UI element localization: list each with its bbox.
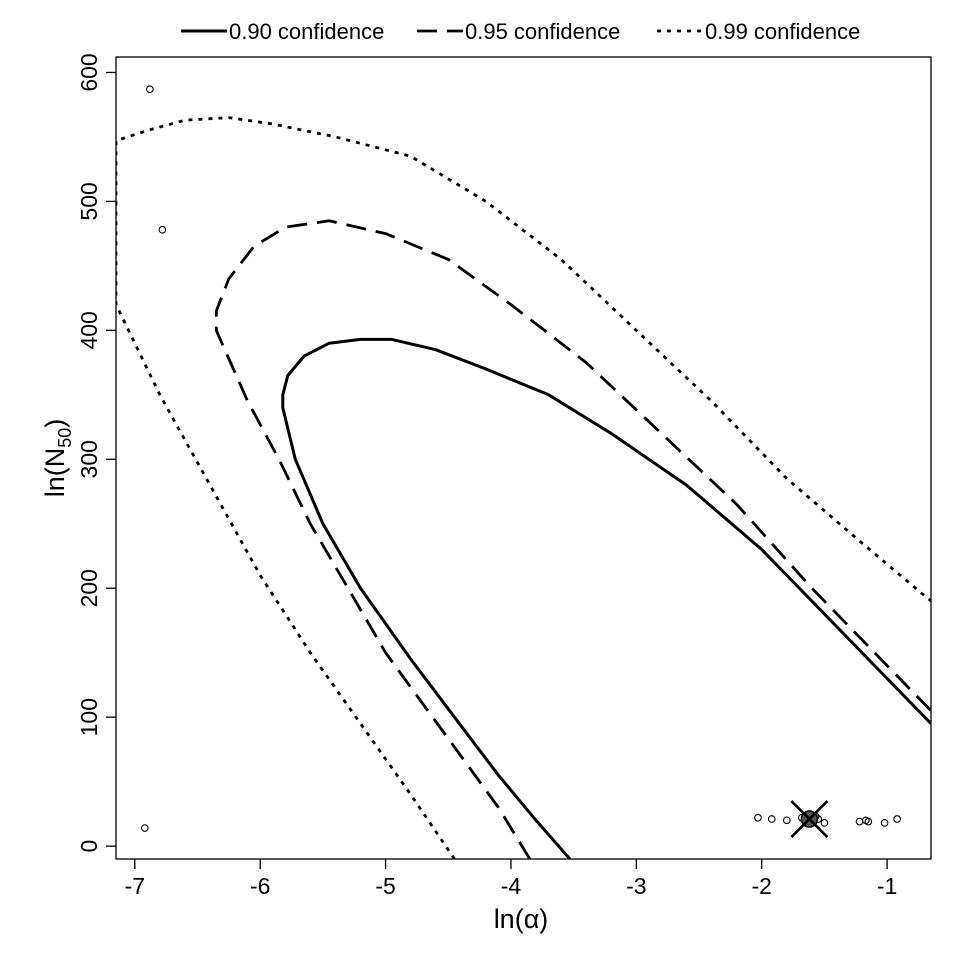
y-tick-label: 300: [76, 440, 102, 478]
x-tick-label: -6: [250, 873, 270, 899]
data-point: [158, 225, 167, 234]
legend-label-1: 0.90 confidence: [229, 19, 384, 44]
x-axis: -7 -6 -5 -4 -3 -2 -1: [125, 859, 897, 899]
legend-label-3: 0.99 confidence: [705, 19, 860, 44]
y-tick-label: 600: [76, 53, 102, 91]
y-tick-label: 0: [76, 840, 102, 853]
x-tick-label: -2: [752, 873, 772, 899]
series-line-2: [214, 219, 931, 859]
x-tick-label: -7: [125, 873, 145, 899]
data-point: [855, 817, 864, 826]
series-line-3: [116, 116, 931, 859]
data-point: [146, 85, 154, 94]
y-tick-label: 400: [76, 311, 102, 349]
y-tick-label: 200: [76, 569, 102, 607]
x-axis-label: ln(α): [494, 904, 549, 934]
data-point: [893, 815, 901, 823]
x-tick-label: -1: [877, 873, 897, 899]
data-point: [820, 819, 829, 827]
y-axis-label-subscript: 50: [55, 428, 75, 448]
y-tick-label: 500: [76, 182, 102, 220]
data-point: [754, 813, 762, 822]
series-line-1: [281, 337, 931, 859]
legend-label-2: 0.95 confidence: [465, 19, 620, 44]
data-point: [767, 815, 776, 823]
data-point: [140, 824, 149, 832]
y-axis-label: ln(N50): [40, 419, 75, 498]
y-axis: 0 100 200 300 400 500 600: [76, 53, 116, 853]
x-tick-label: -3: [626, 873, 646, 899]
scatter-points: [140, 85, 901, 838]
data-point: [782, 816, 791, 825]
best-estimate-cross-b: [790, 800, 829, 838]
confidence-curves: [116, 116, 931, 859]
x-tick-label: -5: [375, 873, 395, 899]
legend: 0.90 confidence 0.95 confidence 0.99 confi…: [181, 19, 860, 44]
y-tick-label: 100: [76, 698, 102, 736]
data-point: [880, 819, 889, 827]
x-tick-label: -4: [501, 873, 522, 899]
plot-frame: [115, 56, 932, 860]
data-point: [864, 817, 873, 826]
